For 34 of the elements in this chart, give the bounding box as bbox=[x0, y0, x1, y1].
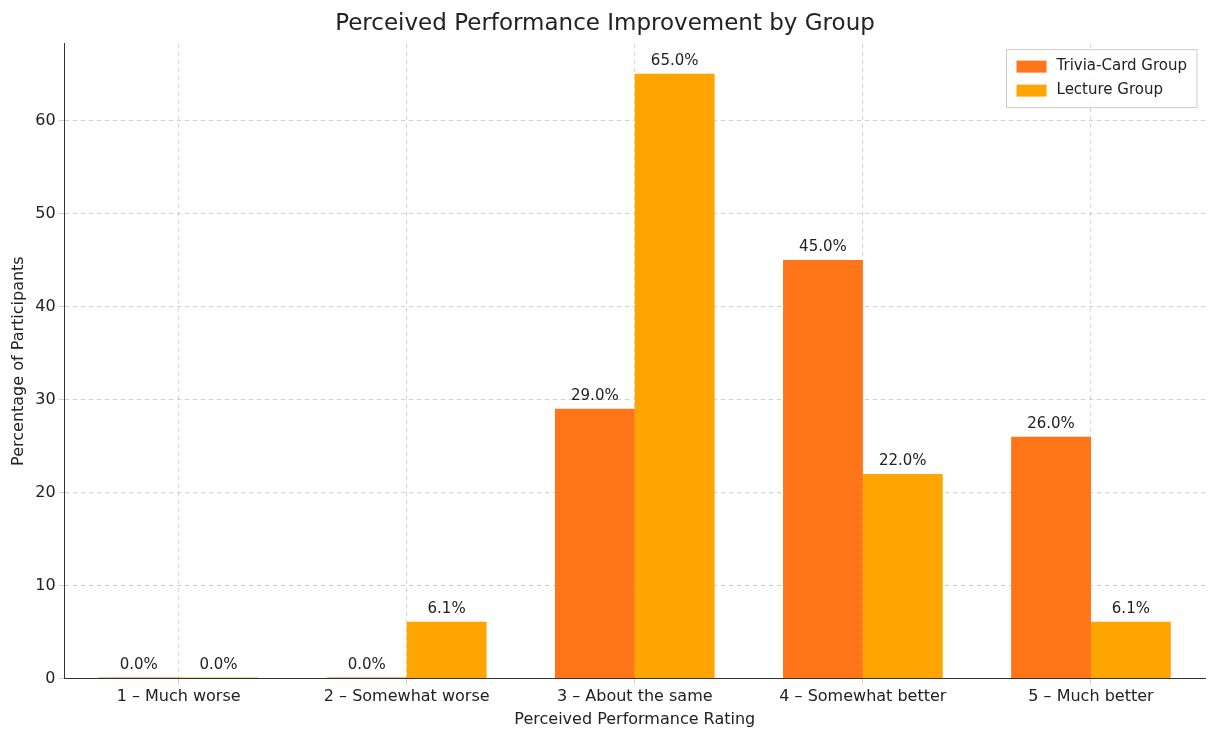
data-label: 6.1% bbox=[1111, 599, 1150, 618]
data-label: 0.0% bbox=[119, 654, 158, 673]
y-tick-label: 0 bbox=[45, 667, 56, 687]
data-label: 0.0% bbox=[347, 654, 386, 673]
x-tick-label: 1 – Much worse bbox=[116, 686, 241, 706]
bar bbox=[862, 473, 943, 679]
data-label: 26.0% bbox=[1027, 414, 1075, 433]
chart-title: Perceived Performance Improvement by Group bbox=[335, 8, 875, 35]
data-label: 29.0% bbox=[571, 386, 619, 405]
y-tick-label: 30 bbox=[35, 388, 56, 408]
y-tick-label: 60 bbox=[35, 109, 56, 129]
y-tick-label: 20 bbox=[35, 481, 56, 501]
legend-label: Trivia-Card Group bbox=[1055, 56, 1187, 75]
y-axis-title: Percentage of Participants bbox=[7, 256, 27, 466]
x-tick-label: 4 – Somewhat better bbox=[779, 686, 947, 706]
bar bbox=[406, 621, 487, 679]
y-tick-label: 50 bbox=[35, 202, 56, 222]
x-axis-title: Perceived Performance Rating bbox=[514, 708, 756, 728]
data-label: 0.0% bbox=[199, 654, 238, 673]
data-label: 6.1% bbox=[427, 599, 466, 618]
y-tick-label: 10 bbox=[35, 574, 56, 594]
x-tick-label: 5 – Much better bbox=[1028, 686, 1155, 706]
bar bbox=[1090, 621, 1171, 679]
data-label: 45.0% bbox=[799, 237, 847, 256]
y-tick-label: 40 bbox=[35, 295, 56, 315]
x-tick-label: 3 – About the same bbox=[556, 686, 713, 706]
bar bbox=[783, 259, 863, 679]
bar bbox=[554, 408, 635, 679]
bar bbox=[1011, 436, 1091, 679]
data-label: 65.0% bbox=[650, 51, 699, 70]
data-label: 22.0% bbox=[878, 451, 927, 470]
x-tick-label: 2 – Somewhat worse bbox=[323, 686, 490, 706]
bar bbox=[634, 73, 715, 679]
legend-label: Lecture Group bbox=[1056, 80, 1163, 99]
